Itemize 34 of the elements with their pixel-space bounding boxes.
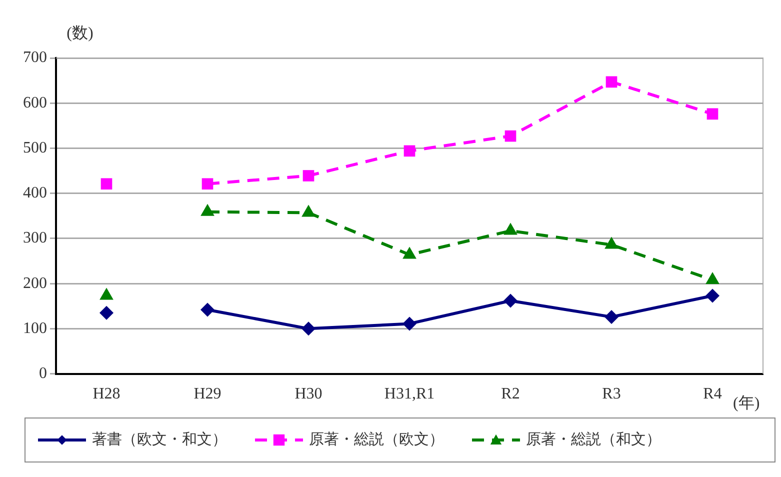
point bbox=[606, 76, 618, 88]
x-tick-label: R2 bbox=[501, 386, 520, 403]
point bbox=[202, 178, 214, 190]
x-tick-label: H29 bbox=[194, 386, 222, 403]
legend-label: 原著・総説（欧文） bbox=[309, 430, 444, 448]
x-tick-label: R4 bbox=[703, 386, 722, 403]
x-tick-label: R3 bbox=[602, 386, 621, 403]
y-tick-label: 600 bbox=[23, 94, 47, 112]
legend-label: 著書（欧文・和文） bbox=[92, 430, 227, 448]
x-tick-label: H28 bbox=[92, 386, 120, 403]
point bbox=[302, 322, 316, 336]
y-tick-label: 300 bbox=[23, 230, 47, 247]
point bbox=[404, 145, 416, 157]
point bbox=[402, 316, 416, 331]
x-tick-label: H31,R1 bbox=[384, 386, 435, 403]
x-tick-label: H30 bbox=[294, 386, 322, 403]
point bbox=[706, 288, 720, 303]
y-tick-label: 700 bbox=[23, 49, 47, 66]
point bbox=[604, 310, 618, 324]
y-tick-label: 400 bbox=[23, 184, 47, 202]
point bbox=[100, 306, 114, 320]
y-axis-title: (数) bbox=[66, 25, 94, 42]
point bbox=[504, 130, 516, 142]
point bbox=[504, 294, 518, 308]
y-tick-label: 200 bbox=[23, 274, 47, 292]
point bbox=[302, 170, 314, 182]
point bbox=[100, 178, 112, 190]
y-tick-label: 100 bbox=[23, 320, 47, 337]
y-tick-label: 500 bbox=[23, 139, 47, 156]
x-axis-title: (年) bbox=[733, 395, 760, 412]
y-tick-label: 0 bbox=[39, 365, 47, 382]
point bbox=[706, 108, 718, 120]
point bbox=[200, 302, 214, 317]
legend-label: 原著・総説（和文） bbox=[526, 430, 661, 448]
